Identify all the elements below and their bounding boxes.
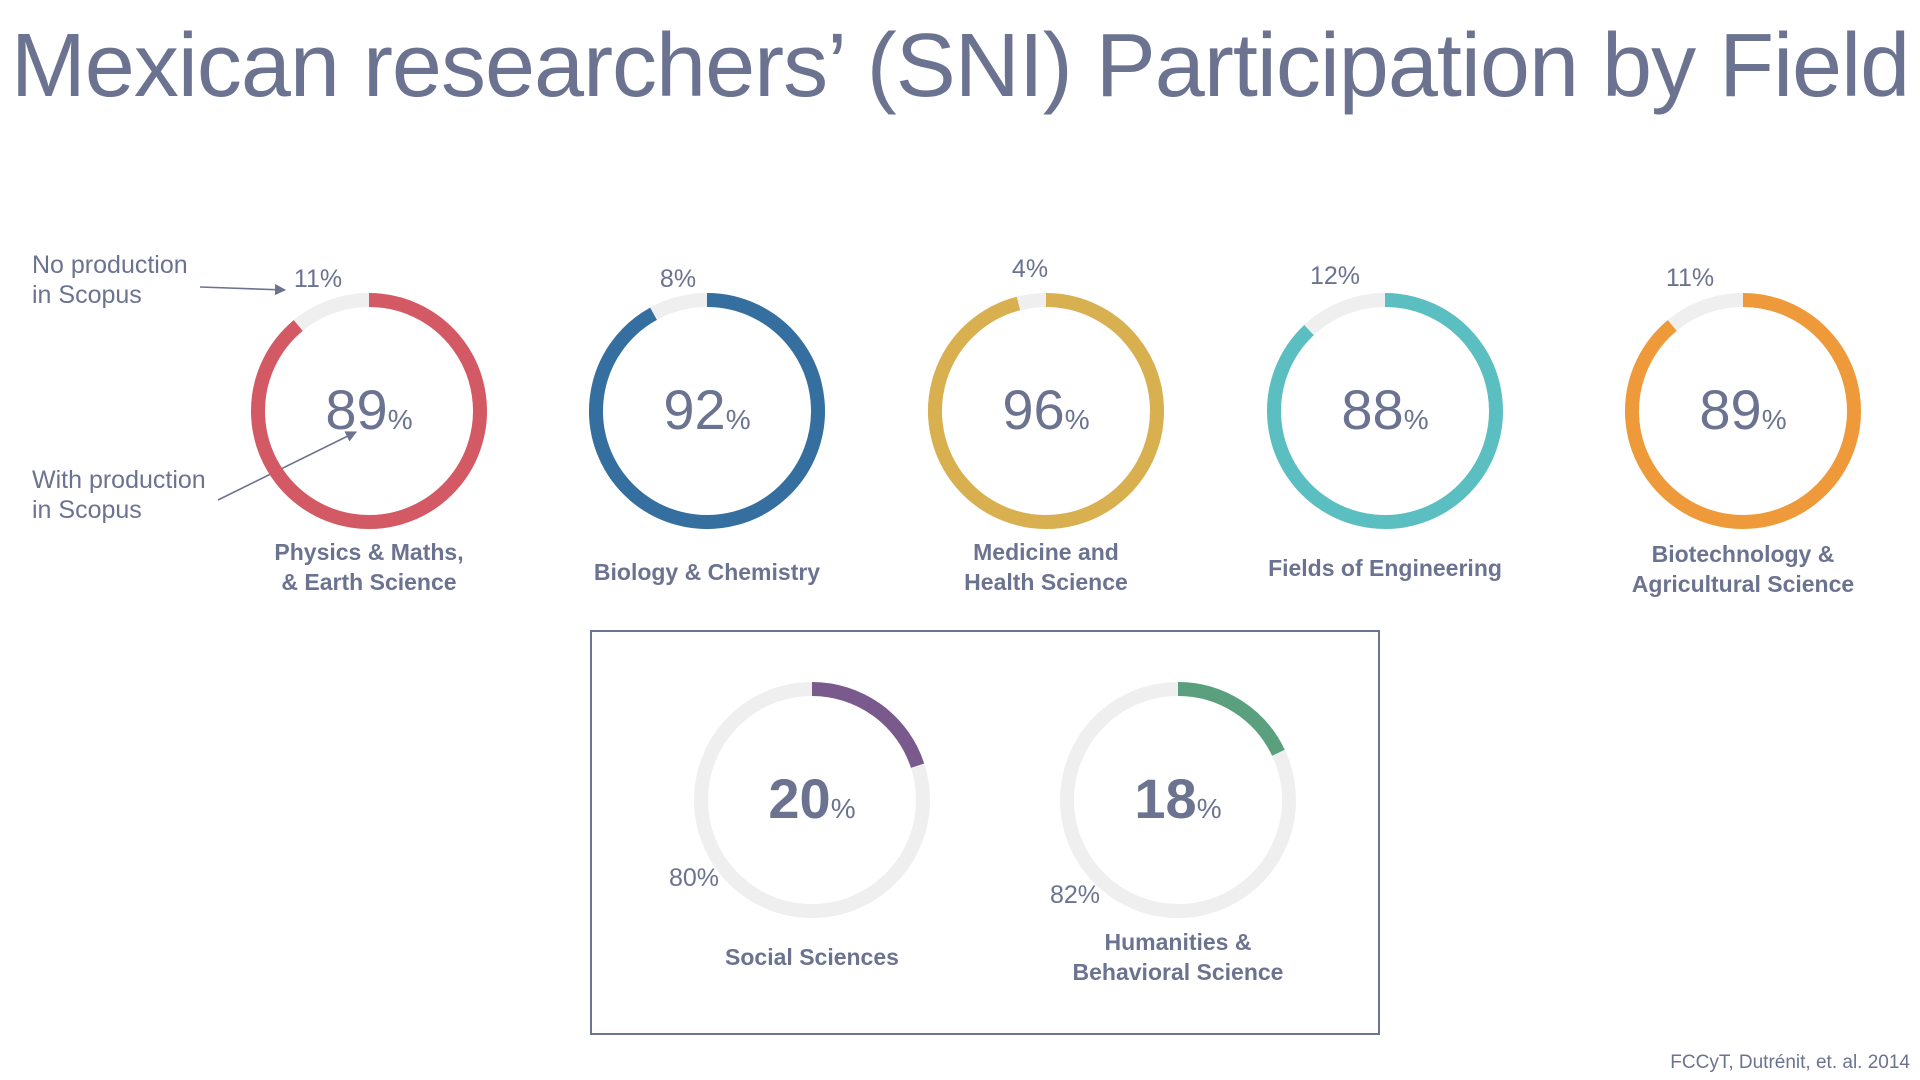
donut-4: 89% 11% Biotechnology & Agricultural Scienc… [1625, 264, 1861, 597]
page-title: Mexican researchers’ (SNI) Participation… [10, 16, 1910, 116]
callout-arrow-no-production [199, 284, 287, 296]
donut-category-label: Social Sciences [725, 944, 899, 970]
donut-arc-with-production [1177, 682, 1285, 756]
donut-no-production-label: 11% [294, 265, 342, 293]
donut-1: 92% 8% Biology & Chemistry [589, 265, 825, 585]
donut-no-production-label: 82% [1050, 881, 1100, 909]
donut-center-value: 96% [1002, 378, 1089, 441]
donut-category-label: Physics & Maths, & Earth Science [274, 539, 463, 595]
donut-0: 89% 11% Physics & Maths, & Earth Science [251, 265, 487, 595]
donut-center-value: 92% [663, 378, 750, 441]
donut-category-label: Biology & Chemistry [594, 559, 820, 585]
donut-center-value: 89% [1699, 378, 1786, 441]
donut-arc-with-production [251, 293, 487, 529]
donut-center-value: 89% [325, 378, 412, 441]
donut-6: 18% 82% Humanities & Behavioral Science [1050, 682, 1296, 985]
donut-no-production-label: 11% [1666, 264, 1714, 292]
donut-center-value: 18% [1134, 767, 1221, 830]
donut-no-production-label: 4% [1012, 255, 1048, 283]
donut-arc-with-production [811, 682, 925, 768]
callout-no-production: No production in Scopus [32, 251, 188, 309]
donut-no-production-label: 80% [669, 864, 719, 892]
callout-arrow-with-production [217, 431, 358, 501]
donut-arc-with-production [589, 293, 825, 529]
donut-arc-with-production [1625, 293, 1861, 529]
donut-no-production-label: 8% [660, 265, 696, 293]
donut-3: 88% 12% Fields of Engineering [1267, 262, 1503, 581]
donut-center-value: 20% [768, 767, 855, 830]
highlight-box [590, 630, 1380, 1035]
donut-center-value: 88% [1341, 378, 1428, 441]
source-citation: FCCyT, Dutrénit, et. al. 2014 [1670, 1052, 1910, 1073]
donut-5: 20% 80% Social Sciences [669, 682, 930, 970]
donut-category-label: Humanities & Behavioral Science [1073, 929, 1284, 985]
callout-with-production: With production in Scopus [32, 466, 206, 524]
donut-category-label: Fields of Engineering [1268, 555, 1502, 581]
donut-arc-with-production [1267, 293, 1503, 529]
donut-arc-with-production [928, 293, 1165, 529]
donut-category-label: Biotechnology & Agricultural Science [1632, 541, 1854, 597]
donut-category-label: Medicine and Health Science [964, 539, 1128, 595]
donut-no-production-label: 12% [1310, 262, 1360, 290]
donut-2: 96% 4% Medicine and Health Science [928, 255, 1165, 595]
